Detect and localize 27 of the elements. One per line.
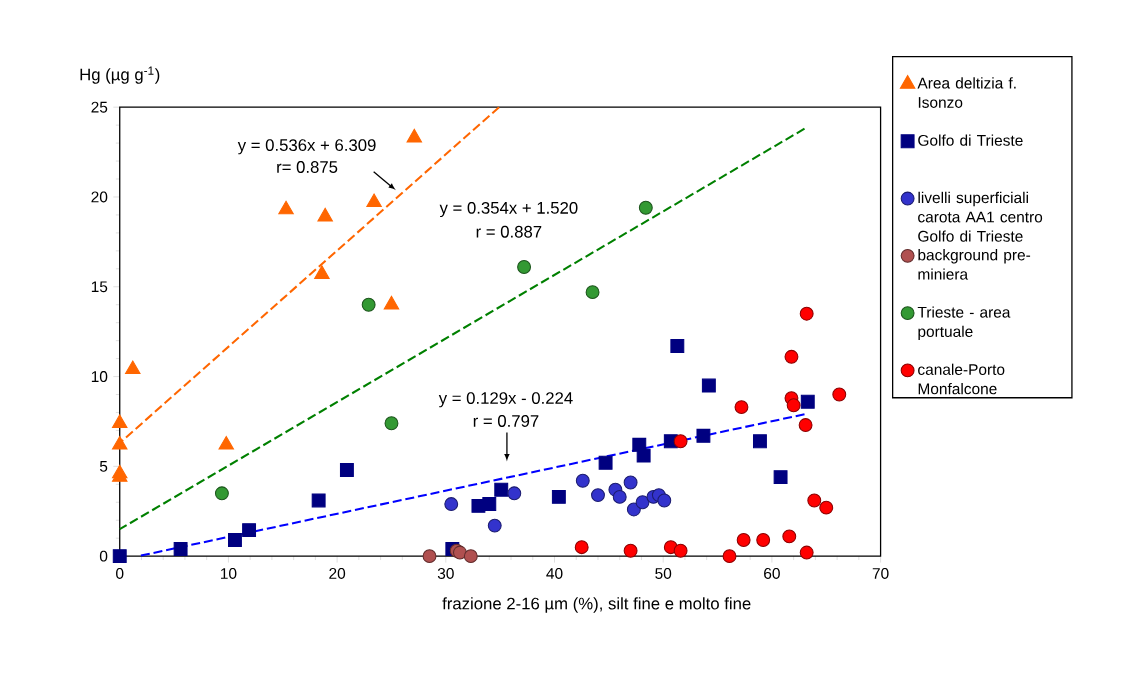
y-tick-label: 20 xyxy=(91,191,108,203)
x-tick-label: 40 xyxy=(546,568,563,579)
x-tick-label: 30 xyxy=(437,568,454,579)
y-tick-label: 25 xyxy=(91,101,108,113)
legend-label: Trieste - area portuale xyxy=(917,306,1011,341)
annotation: y = 0.536x + 6.309 xyxy=(237,139,376,155)
y-tick-label: 10 xyxy=(91,371,108,383)
y-axis-title: Hg (µg g$^{-1}$) xyxy=(80,66,160,84)
x-tick-label: 70 xyxy=(872,568,889,579)
legend-label: Golfo di Trieste xyxy=(918,134,1023,146)
annotation: y = 0.354x + 1.520 xyxy=(439,201,578,218)
legend-label: Area deltizia f. Isonzo xyxy=(917,77,1016,108)
legend-label: background pre-miniera xyxy=(918,249,1031,280)
x-tick-label: 60 xyxy=(764,568,780,579)
annotation: r = 0.887 xyxy=(476,225,542,238)
x-axis-title: frazione 2-16 µm (%), silt fine e molto fine xyxy=(442,597,751,613)
y-tick-label: 5 xyxy=(99,460,108,472)
annotation: r = 0.797 xyxy=(473,415,539,427)
x-tick-label: 20 xyxy=(329,568,346,579)
annotation: y = 0.129x - 0.224 xyxy=(438,392,573,408)
legend-label: canale-Porto Monfalcone xyxy=(918,363,1005,395)
x-tick-label: 50 xyxy=(655,568,672,579)
y-tick-label: 0 xyxy=(99,550,108,562)
x-tick-label: 10 xyxy=(221,568,237,579)
y-tick-label: 15 xyxy=(91,281,108,293)
annotation: r= 0.875 xyxy=(277,161,338,173)
x-tick-label: 0 xyxy=(116,568,124,579)
